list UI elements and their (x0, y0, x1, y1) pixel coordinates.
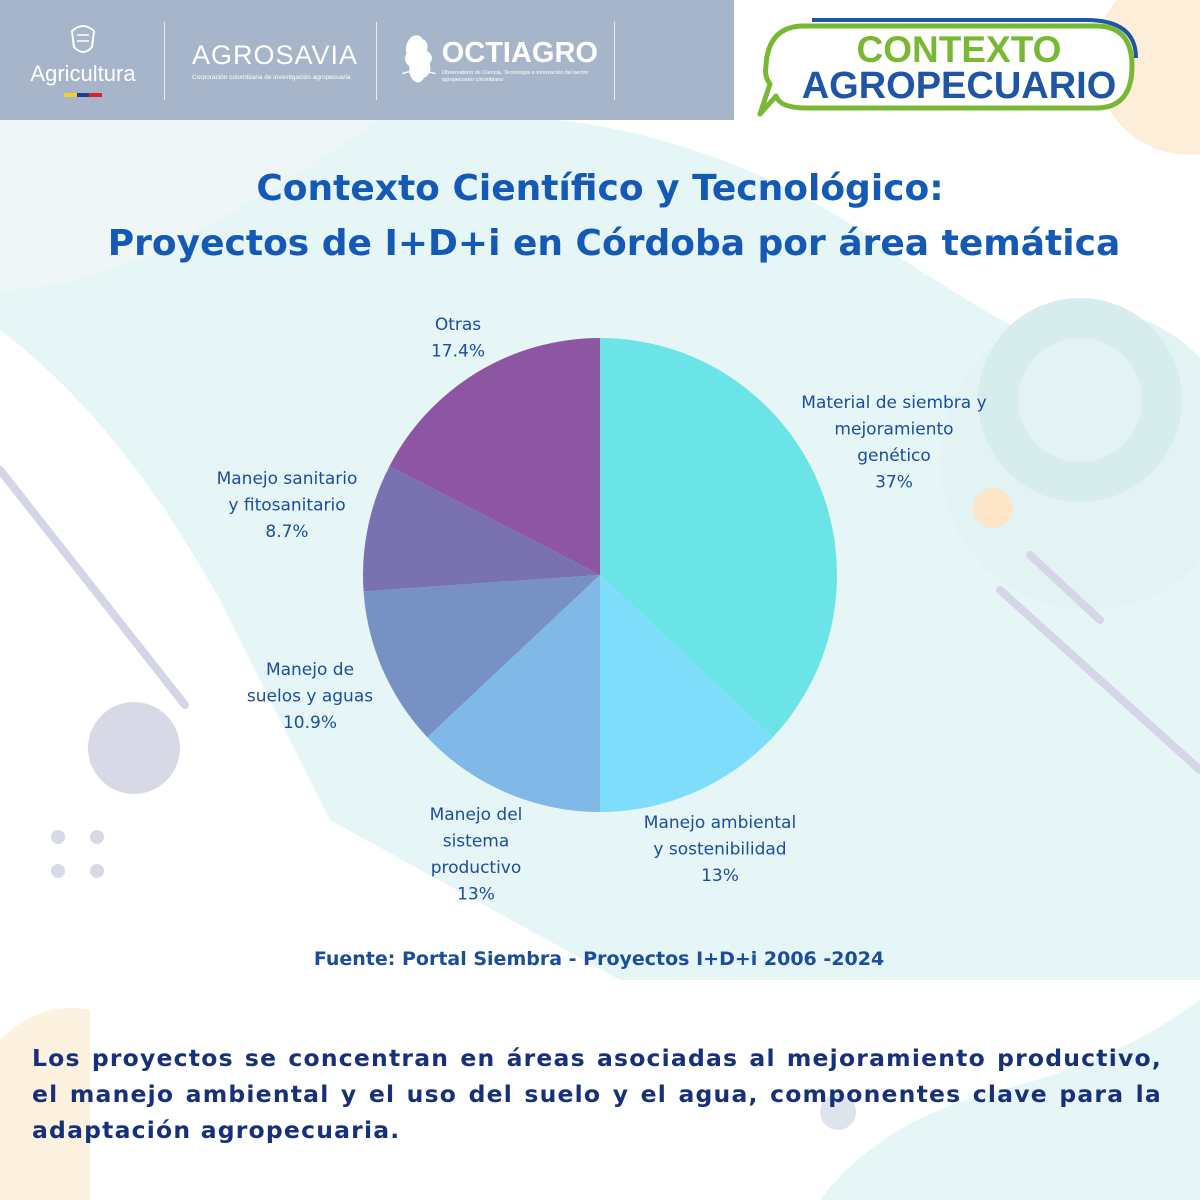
bg-dot-grey (88, 702, 180, 794)
bg-line-left (0, 466, 189, 709)
source-note: Fuente: Portal Siembra - Proyectos I+D+i… (313, 948, 885, 970)
slice-category-label: productivo (431, 858, 522, 878)
bg-wave-left (0, 120, 380, 290)
logo-separator (614, 22, 615, 100)
slice-value-label: 17.4% (431, 342, 485, 362)
colombia-flag-stripe (64, 93, 103, 97)
slice-category-label: Otras (435, 315, 481, 335)
coat-of-arms-icon (70, 25, 96, 53)
pie-slice (363, 575, 600, 738)
chart-title-line1: Contexto Científico y Tecnológico: (256, 168, 944, 209)
agricultura-wordmark: Agricultura (30, 61, 136, 86)
octiagro-logo: OCTIAGRO Observatorio de Ciencia, Tecnol… (398, 0, 598, 120)
slice-value-label: 10.9% (283, 713, 337, 733)
pie-slice (363, 466, 600, 592)
bg-line-right-2 (1026, 551, 1104, 624)
pie-slice (600, 338, 838, 738)
summary-paragraph: Los proyectos se concentran en áreas aso… (32, 1044, 1162, 1144)
slice-value-label: 13% (701, 866, 739, 886)
octiagro-wordmark: OCTIAGRO (441, 36, 598, 69)
agrosavia-wordmark: AGROSAVIA (192, 39, 359, 70)
agrosavia-tagline: Corporación colombiana de investigación … (192, 73, 351, 81)
slice-category-label: y fitosanitario (228, 496, 345, 516)
bg-dot-orange (973, 488, 1013, 528)
slice-value-label: 37% (875, 473, 913, 493)
agricultura-logo: Agricultura (8, 0, 158, 120)
pie-slice (600, 575, 773, 812)
badge-line2: AGROPECUARIO (801, 65, 1117, 107)
pie-slice (427, 575, 600, 812)
slice-category-label: Material de siembra y (801, 393, 986, 413)
slice-value-label: 8.7% (265, 522, 308, 542)
colombia-map-icon (402, 35, 436, 83)
slice-category-label: genético (857, 446, 931, 466)
logo-separator (376, 22, 377, 100)
slice-category-label: sistema (443, 832, 510, 852)
octiagro-tagline: Observatorio de Ciencia, Tecnología e In… (441, 69, 589, 83)
slice-category-label: suelos y aguas (247, 687, 373, 707)
bg-wave-bottom (820, 1000, 1200, 1200)
badge-text: CONTEXTO AGROPECUARIO (800, 29, 1118, 107)
slice-value-label: 13% (457, 885, 495, 905)
agrosavia-logo: AGROSAVIA Corporación colombiana de inve… (192, 0, 362, 120)
chart-title-line2: Proyectos de I+D+i en Córdoba por área t… (107, 223, 1121, 264)
slice-category-label: Manejo sanitario (217, 469, 358, 489)
bg-line-right-1 (996, 586, 1200, 774)
slice-category-label: Manejo del (430, 805, 523, 825)
header-band (0, 0, 734, 120)
pie-slice (389, 338, 600, 575)
speech-bubble-badge (757, 18, 1138, 117)
bg-dot-small (820, 1094, 856, 1130)
bg-corner-bottomleft (0, 1008, 90, 1200)
slice-category-label: Manejo ambiental (644, 813, 796, 833)
logo-separator (164, 22, 165, 100)
badge-line1: CONTEXTO (856, 29, 1062, 70)
slice-category-label: y sostenibilidad (653, 840, 786, 860)
slice-category-label: mejoramiento (834, 420, 953, 440)
bg-ring-right (978, 298, 1182, 502)
slice-category-label: Manejo de (266, 660, 354, 680)
